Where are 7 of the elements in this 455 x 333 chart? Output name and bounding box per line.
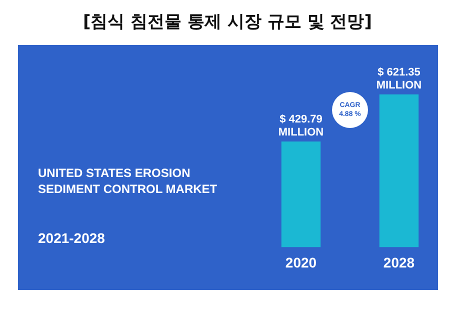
x-tick-label: 2028 bbox=[383, 254, 415, 270]
data-label: $ 621.35 MILLION bbox=[376, 66, 422, 92]
x-tick-label: 2020 bbox=[285, 254, 317, 270]
chart-title: [침식 침전물 통제 시장 규모 및 전망] bbox=[82, 11, 374, 33]
data-label: $ 429.79 MILLION bbox=[278, 113, 324, 138]
text: 2021-2028 bbox=[38, 230, 105, 246]
text: UNITED STATES EROSION SEDIMENT CONTROL MARKET bbox=[38, 165, 218, 197]
